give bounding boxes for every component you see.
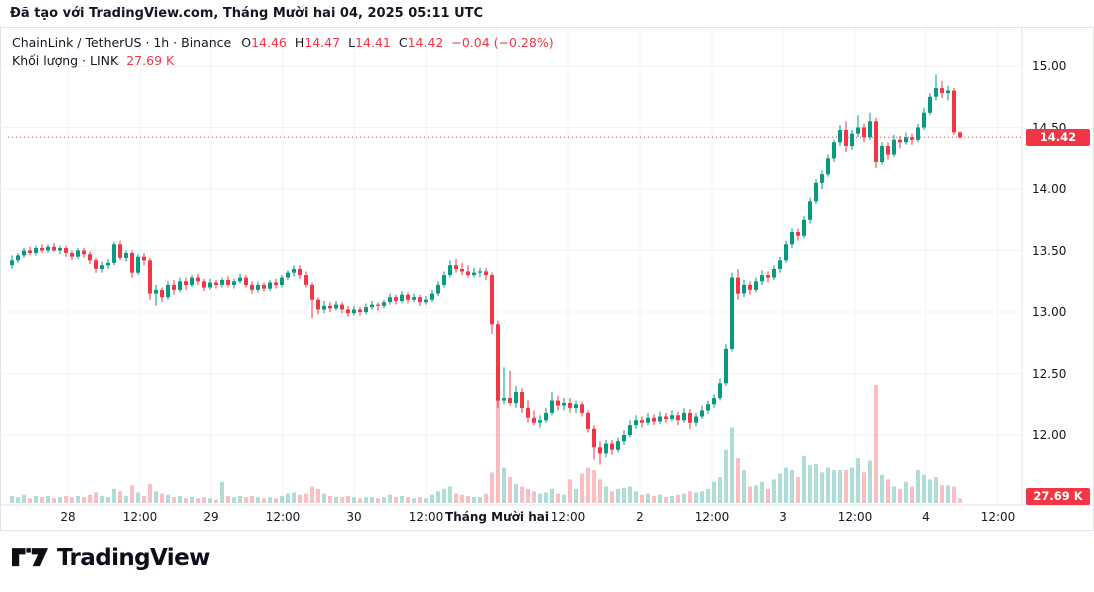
price-axis-label: 15.00	[1032, 59, 1067, 73]
time-axis-label: 30	[346, 510, 362, 524]
chart-legend: ChainLink / TetherUS · 1h · Binance O14.…	[12, 34, 554, 70]
time-axis-label: 4	[922, 510, 930, 524]
attribution-text: Đã tạo với TradingView.com, Tháng Mười h…	[10, 6, 484, 21]
open-value: 14.46	[251, 35, 287, 50]
widget-bottom-border	[0, 530, 1094, 531]
tradingview-wordmark: TradingView	[57, 545, 210, 571]
price-axis-label: 14.00	[1032, 182, 1067, 196]
time-axis-label: Tháng Mười hai	[445, 510, 549, 524]
time-axis-label: 2	[636, 510, 644, 524]
low-key: L	[348, 35, 356, 50]
time-axis-label: 12:00	[122, 510, 158, 524]
time-axis-label: 12:00	[694, 510, 730, 524]
time-axis-label: 28	[60, 510, 76, 524]
last-price-badge: 14.42	[1026, 129, 1090, 146]
close-key: C	[398, 35, 408, 50]
volume-value: 27.69 K	[126, 53, 175, 68]
widget-left-border	[0, 27, 1, 531]
time-axis-label: 3	[779, 510, 787, 524]
high-key: H	[294, 35, 305, 50]
time-axis-label: 12:00	[550, 510, 586, 524]
price-axis-label: 13.00	[1032, 305, 1067, 319]
ohlc-values: O14.46 H14.47 L14.41 C14.42	[241, 34, 443, 52]
widget-top-border	[0, 27, 1094, 28]
time-axis-label: 29	[203, 510, 219, 524]
low-value: 14.41	[355, 35, 391, 50]
time-axis-label: 12:00	[408, 510, 444, 524]
symbol-title[interactable]: ChainLink / TetherUS · 1h · Binance	[12, 35, 232, 50]
time-axis-label: 12:00	[980, 510, 1016, 524]
tradingview-logo-icon	[12, 548, 48, 567]
close-value: 14.42	[407, 35, 444, 50]
volume-title[interactable]: Khối lượng · LINK	[12, 53, 119, 68]
change-value: −0.04 (−0.28%)	[451, 35, 554, 50]
symbol-row: ChainLink / TetherUS · 1h · Binance O14.…	[12, 34, 554, 52]
high-value: 14.47	[304, 35, 341, 50]
open-key: O	[241, 35, 252, 50]
tradingview-logo[interactable]: TradingView	[12, 545, 210, 571]
price-axis-label: 12.50	[1032, 366, 1067, 381]
time-axis-label: 12:00	[837, 510, 873, 524]
volume-row: Khối lượng · LINK 27.69 K	[12, 52, 554, 70]
price-axis-label: 12.00	[1032, 428, 1067, 442]
volume-badge: 27.69 K	[1026, 488, 1090, 505]
candlestick-chart[interactable]	[0, 28, 1094, 530]
time-axis-label: 12:00	[265, 510, 301, 524]
price-axis-label: 13.50	[1032, 243, 1067, 258]
